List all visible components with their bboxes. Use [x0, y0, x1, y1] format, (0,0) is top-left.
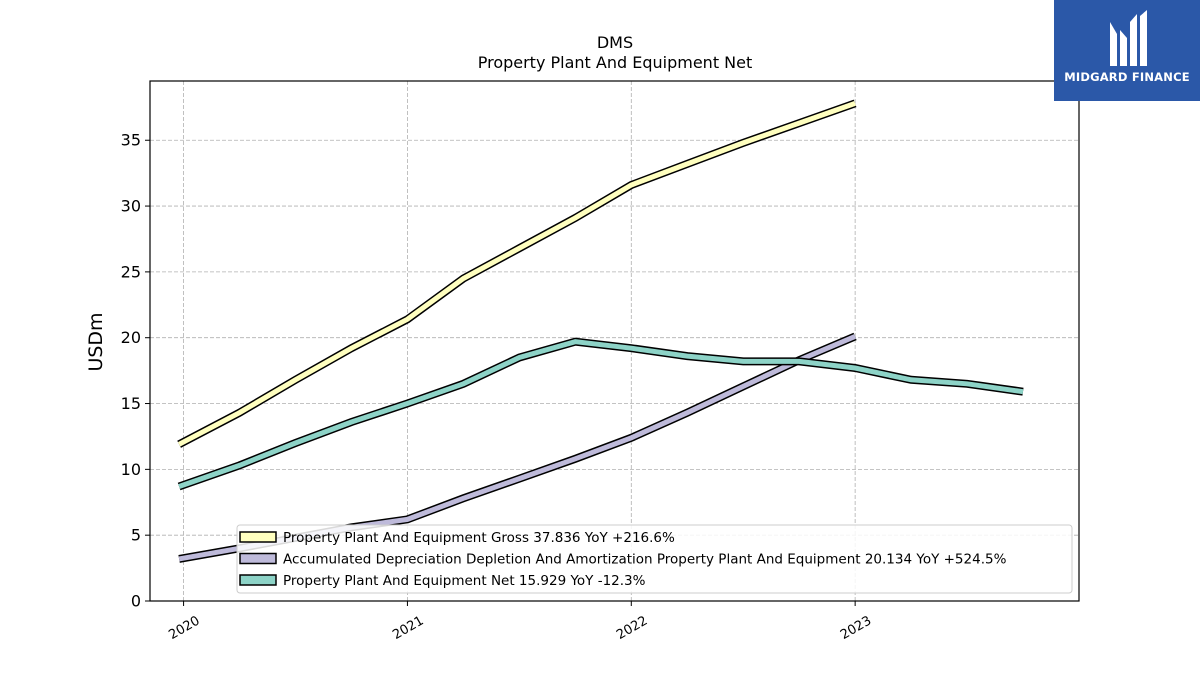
series-line-2 — [177, 337, 1024, 491]
x-axis: 2020 2021 2022 2023 — [166, 601, 874, 643]
x-tick-label: 2021 — [390, 613, 426, 643]
legend-entry: Property Plant And Equipment Gross 37.83… — [283, 530, 675, 546]
chart-title: DMS — [597, 33, 633, 52]
legend-entry: Property Plant And Equipment Net 15.929 … — [283, 573, 646, 589]
chart-subtitle: Property Plant And Equipment Net — [478, 53, 753, 72]
series-outline — [177, 337, 1024, 491]
grid-lines — [150, 81, 1079, 602]
legend-swatch — [239, 552, 277, 565]
legend: Property Plant And Equipment Gross 37.83… — [236, 524, 1073, 594]
y-tick-label: 15 — [121, 394, 141, 413]
midgard-logo-icon — [1110, 10, 1147, 66]
y-tick-label: 0 — [131, 592, 141, 611]
y-tick-label: 35 — [121, 131, 141, 150]
legend-box — [236, 524, 1073, 594]
series-lines — [177, 99, 1024, 563]
series-stroke — [177, 101, 856, 447]
y-tick-label: 30 — [121, 197, 141, 216]
logo-text: MIDGARD FINANCE — [1064, 70, 1190, 84]
y-tick-label: 20 — [121, 328, 141, 347]
logo: MIDGARD FINANCE — [1054, 0, 1200, 101]
y-axis-label: USDm — [85, 312, 107, 371]
y-tick-label: 25 — [121, 262, 141, 281]
y-tick-label: 10 — [121, 460, 141, 479]
plot-frame — [149, 80, 1080, 602]
y-tick-label: 5 — [131, 526, 141, 545]
series-line-0 — [177, 99, 857, 448]
series-outline — [177, 99, 857, 448]
legend-entry: Accumulated Depreciation Depletion And A… — [283, 552, 1007, 568]
series-stroke — [178, 339, 1024, 489]
legend-swatch — [239, 574, 277, 586]
legend-swatch — [239, 531, 277, 543]
x-tick-label: 2020 — [166, 613, 202, 643]
y-axis: 0 5 10 15 20 25 30 35 — [121, 131, 150, 611]
x-tick-label: 2023 — [838, 613, 874, 643]
x-tick-label: 2022 — [614, 613, 650, 643]
